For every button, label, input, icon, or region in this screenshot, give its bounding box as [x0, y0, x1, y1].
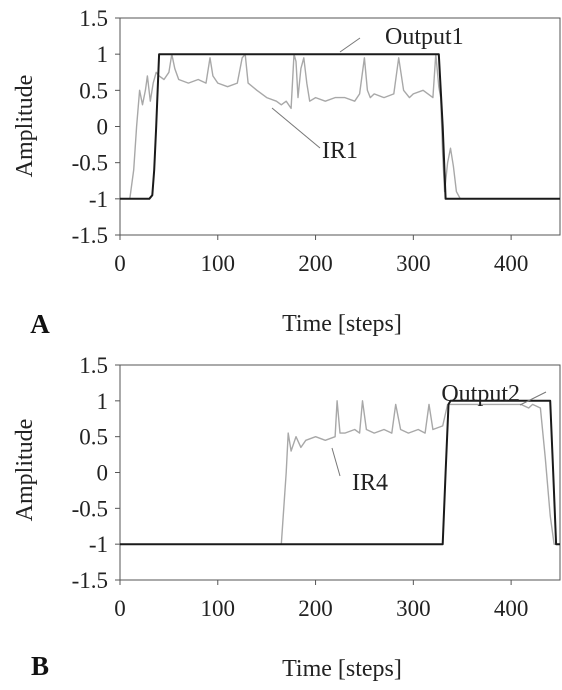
panel-a-ytick-label: 1.5	[79, 6, 108, 31]
panel-a-ytick-label: 0.5	[79, 78, 108, 103]
panel-b-ytick-label: -1	[89, 532, 108, 557]
annotation-leader-output2	[519, 391, 547, 406]
annotation-output2: Output2	[441, 381, 520, 407]
panel-a-xtick-label: 0	[114, 251, 126, 276]
panel-a-ytick-label: -0.5	[72, 151, 108, 176]
panel-a-plot-area	[119, 17, 561, 236]
panel-a-xlabel: Time [steps]	[282, 311, 402, 337]
chart-panel-b: Amplitude Time [steps] B 1.5 1 0.5 0 -0.5 -1 -…	[12, 353, 561, 682]
annotation-ir1: IR1	[322, 138, 358, 164]
panel-b-ylabel: Amplitude	[12, 419, 38, 522]
annotation-ir4: IR4	[352, 470, 388, 496]
panel-a-ylabel: Amplitude	[12, 75, 38, 178]
panel-a-ytick-label: 0	[97, 115, 109, 140]
series-line-ir1	[120, 53, 560, 200]
series-line-ir4	[120, 400, 560, 545]
panel-a-label: A	[30, 309, 50, 339]
panel-a-xtick-label: 200	[298, 251, 333, 276]
panel-a-ytick-label: -1	[89, 187, 108, 212]
panel-a-xtick-label: 400	[494, 251, 529, 276]
panel-b-ytick-label: 1	[97, 389, 109, 414]
panel-a-xtick-label: 300	[396, 251, 431, 276]
panel-b-xtick-label: 100	[201, 596, 236, 621]
panel-b-xtick-label: 0	[114, 596, 126, 621]
panel-b-ytick-label: 1.5	[79, 353, 108, 378]
series-line-output1	[120, 53, 560, 200]
annotation-output1: Output1	[385, 24, 464, 50]
panel-b-ytick-label: -1.5	[72, 568, 108, 593]
series-line-output2	[120, 399, 560, 546]
panel-b-xtick-label: 400	[494, 596, 529, 621]
panel-a-ytick-label: -1.5	[72, 223, 108, 248]
chart-panel-a: Amplitude Time [steps] A 1.5 1 0.5 0 -0.5 -1 -…	[12, 6, 561, 339]
panel-b-label: B	[31, 651, 49, 681]
panel-a-ytick-label: 1	[97, 42, 109, 67]
annotation-leader-ir1	[271, 107, 321, 149]
panel-b-ytick-label: -0.5	[72, 496, 108, 521]
annotation-leader-ir4	[331, 447, 341, 477]
annotation-leader-output1	[339, 37, 361, 53]
panel-b-xlabel: Time [steps]	[282, 656, 402, 682]
panel-b-xtick-label: 300	[396, 596, 431, 621]
panel-b-ytick-label: 0	[97, 461, 109, 486]
panel-b-ytick-label: 0.5	[79, 425, 108, 450]
panel-b-xtick-label: 200	[298, 596, 333, 621]
panel-a-xtick-label: 100	[201, 251, 236, 276]
